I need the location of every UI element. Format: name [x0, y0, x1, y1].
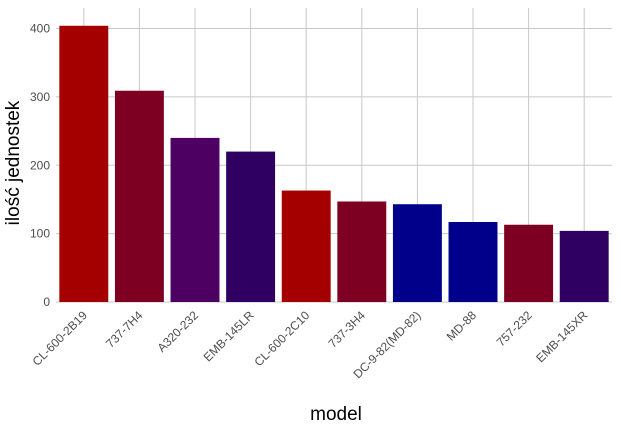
y-tick-label: 100	[30, 227, 50, 241]
x-tick-label: A320-232	[154, 308, 201, 355]
y-tick-label: 0	[43, 295, 50, 309]
bar-a320-232	[170, 137, 220, 302]
y-axis-title: ilość jednostek	[3, 100, 24, 225]
bar-emb-145lr	[226, 151, 276, 302]
x-tick-label: EMB-145LR	[201, 308, 257, 364]
x-axis-ticks: CL-600-2B19 737-7H4 A320-232 EMB-145LRCL-60…	[30, 308, 591, 381]
y-tick-label: 400	[30, 22, 50, 36]
y-tick-label: 300	[30, 90, 50, 104]
x-axis-title: model	[310, 404, 362, 425]
bar-cl-600-2b19	[59, 25, 109, 303]
x-tick-label: CL-600-2C10	[251, 308, 312, 369]
bar-cl-600-2c10	[281, 190, 331, 302]
x-tick-label: 757-232	[494, 308, 535, 349]
bar-emb-145xr	[559, 230, 609, 302]
bar-737-3h4	[337, 201, 387, 302]
bars	[59, 25, 609, 303]
bar-737-7h4	[114, 90, 164, 303]
x-tick-label: CL-600-2B19	[30, 308, 91, 369]
y-tick-label: 200	[30, 158, 50, 172]
y-axis-ticks: 0 100 200 300 400	[30, 22, 50, 309]
x-tick-label: EMB-145XR	[533, 308, 590, 365]
x-tick-label: 737-7H4	[103, 308, 146, 351]
bar-dc-9-82-md-82	[392, 204, 442, 302]
x-tick-label: MD-88	[444, 308, 480, 344]
x-tick-label: 737-3H4	[325, 308, 368, 351]
bar-md-88	[448, 222, 498, 302]
bar-757-232	[504, 224, 554, 302]
